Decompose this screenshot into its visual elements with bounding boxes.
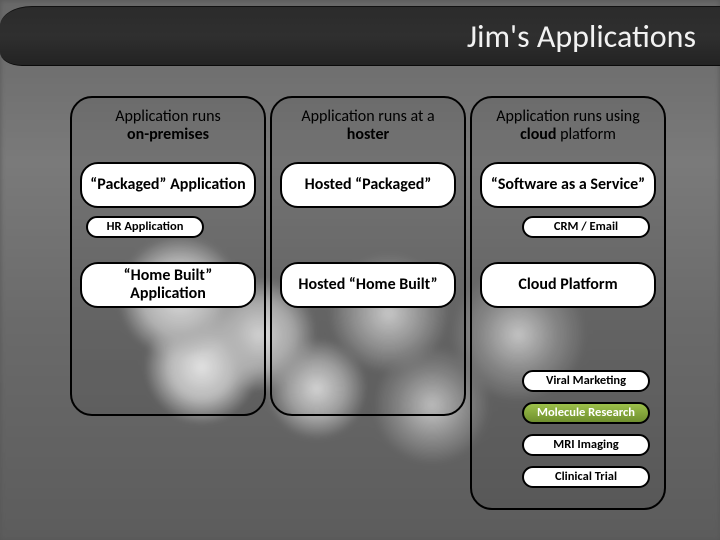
pill-hosted-packaged: Hosted “Packaged” (280, 162, 456, 208)
header-line2-bold: cloud (520, 125, 556, 144)
pill-home-built-app: “Home Built” Application (80, 262, 256, 308)
pill-label: Cloud Platform (518, 276, 617, 294)
tag-label: CRM / Email (554, 221, 618, 234)
pill-label: Hosted “Packaged” (305, 176, 432, 194)
title-bar: Jim's Applications (0, 6, 720, 66)
tag-hr-application: HR Application (86, 216, 204, 238)
column-header: Application runs at a hoster (272, 98, 464, 153)
pill-cloud-platform: Cloud Platform (480, 262, 656, 308)
pill-saas: “Software as a Service” (480, 162, 656, 208)
tag-label: Molecule Research (537, 407, 635, 420)
column-header: Application runs using cloud platform (472, 98, 664, 153)
diagram-stage: Application runs on-premises “Packaged” … (70, 96, 670, 520)
pill-label: “Software as a Service” (491, 176, 645, 194)
column-cloud-platform: Application runs using cloud platform “S… (470, 96, 666, 510)
column-header: Application runs on-premises (72, 98, 264, 153)
tag-label: MRI Imaging (553, 439, 618, 452)
header-line2-rest: platform (556, 125, 615, 144)
header-line1: Application runs at a (301, 107, 434, 126)
tag-label: Viral Marketing (546, 375, 626, 388)
tag-molecule-research: Molecule Research (522, 402, 650, 424)
pill-label: Hosted “Home Built” (298, 276, 437, 294)
pill-label: “Home Built” Application (88, 267, 248, 302)
tag-viral-marketing: Viral Marketing (522, 370, 650, 392)
tag-label: Clinical Trial (555, 471, 617, 484)
pill-packaged-app: “Packaged” Application (80, 162, 256, 208)
column-on-premises: Application runs on-premises “Packaged” … (70, 96, 266, 416)
column-hoster: Application runs at a hoster Hosted “Pac… (270, 96, 466, 416)
header-line1: Application runs (115, 107, 221, 126)
tag-clinical-trial: Clinical Trial (522, 466, 650, 488)
tag-label: HR Application (107, 221, 184, 234)
pill-label: “Packaged” Application (90, 176, 245, 194)
tag-mri-imaging: MRI Imaging (522, 434, 650, 456)
tag-crm-email: CRM / Email (522, 216, 650, 238)
header-line1: Application runs using (496, 107, 639, 126)
header-line2: on-premises (127, 125, 209, 144)
header-line2: hoster (347, 125, 389, 144)
page-title: Jim's Applications (467, 17, 696, 56)
pill-hosted-home-built: Hosted “Home Built” (280, 262, 456, 308)
